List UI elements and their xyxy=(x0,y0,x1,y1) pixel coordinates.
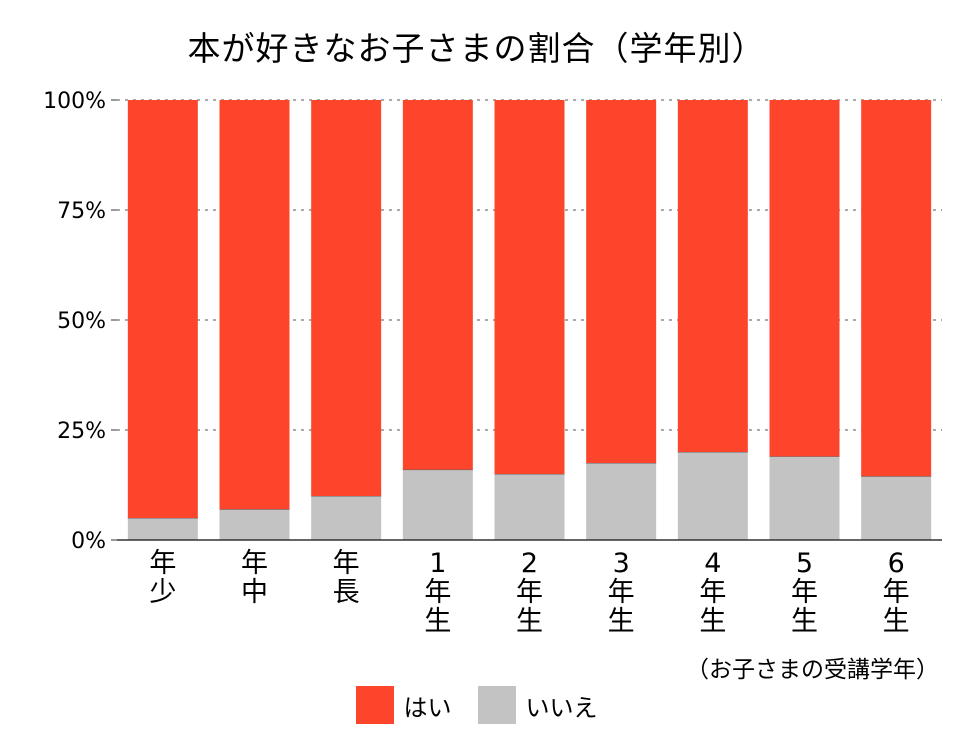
bar-segment-yes xyxy=(402,100,473,470)
bar-segment-yes xyxy=(677,100,748,452)
y-tick-label: 50% xyxy=(57,309,106,334)
category-label: 6 年生 xyxy=(883,548,910,637)
bar-segment-no xyxy=(402,469,473,540)
bar-segment-yes xyxy=(586,100,657,463)
category-label: 5 年生 xyxy=(791,548,818,637)
bar-segment-no xyxy=(769,456,840,540)
category-label: 2 年生 xyxy=(516,548,543,637)
bar-segment-no xyxy=(127,518,198,540)
bar-segment-no xyxy=(494,474,565,540)
category-label: 年中 xyxy=(241,548,268,608)
bars xyxy=(127,100,932,540)
axes xyxy=(111,99,942,541)
bar-segment-yes xyxy=(861,100,932,477)
bar-segment-yes xyxy=(127,100,198,518)
bar-segment-yes xyxy=(494,100,565,474)
legend-swatch-yes xyxy=(355,686,394,724)
legend: はい いいえ xyxy=(0,686,953,724)
bar-segment-no xyxy=(586,463,657,540)
bar-segment-no xyxy=(219,509,290,540)
y-tick-label: 100% xyxy=(43,89,106,114)
bar-segment-yes xyxy=(769,100,840,457)
chart-title: 本が好きなお子さまの割合（学年別） xyxy=(187,29,766,68)
category-labels: 年少 年中 年長 1 年生 2 年生 3 年生 4 年生 5 年生 6 年生 xyxy=(149,548,909,637)
legend-swatch-no xyxy=(477,686,516,724)
category-label: 年少 xyxy=(149,548,176,608)
category-label: 3 年生 xyxy=(608,548,635,637)
category-label: 4 年生 xyxy=(699,548,726,637)
legend-label-no: いいえ xyxy=(525,693,598,722)
y-tick-labels: 0% 25% 50% 75% 100% xyxy=(43,89,106,554)
legend-item-no: いいえ xyxy=(477,686,598,724)
category-label: 1 年生 xyxy=(424,548,451,637)
bar-segment-yes xyxy=(219,100,290,510)
y-tick-label: 75% xyxy=(57,199,106,224)
bar-segment-no xyxy=(311,496,382,540)
bar-segment-no xyxy=(861,476,932,540)
y-tick-label: 25% xyxy=(57,419,106,444)
category-label: 年長 xyxy=(333,548,360,608)
bar-segment-yes xyxy=(311,100,382,496)
y-tick-label: 0% xyxy=(71,529,106,554)
bar-segment-no xyxy=(677,452,748,540)
legend-label-yes: はい xyxy=(403,693,452,722)
x-axis-label: （お子さまの受講学年） xyxy=(686,657,939,683)
legend-item-yes: はい xyxy=(355,686,452,724)
